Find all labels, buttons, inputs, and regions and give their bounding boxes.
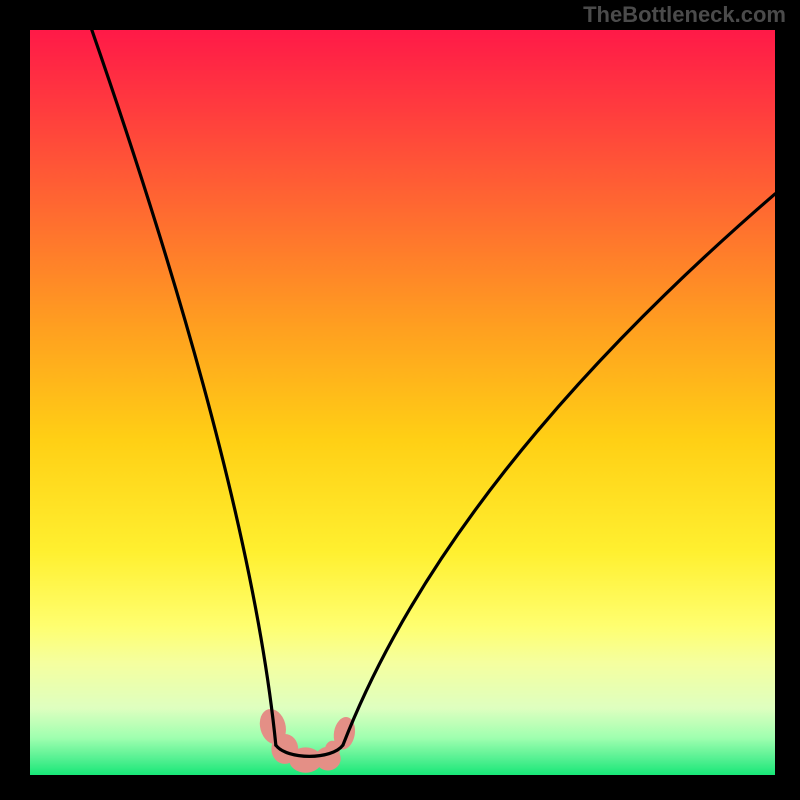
curve-left [92,30,276,745]
plot-area [30,30,775,775]
plot-overlay [30,30,775,775]
watermark-text: TheBottleneck.com [583,2,786,28]
stage: TheBottleneck.com [0,0,800,800]
curve-right [343,194,775,745]
